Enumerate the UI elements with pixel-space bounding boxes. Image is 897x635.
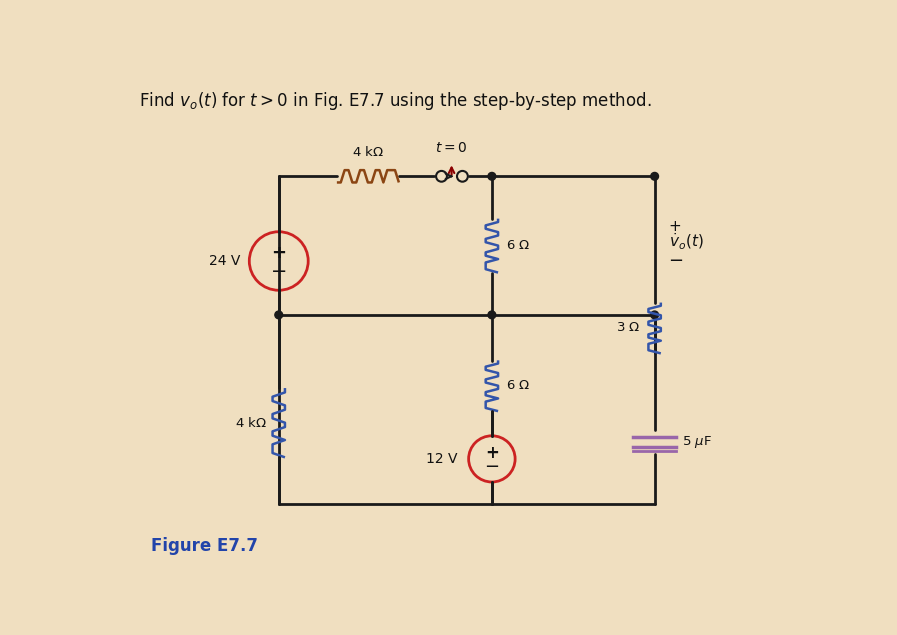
Text: −: − [271, 262, 287, 281]
Text: 3 $\Omega$: 3 $\Omega$ [616, 321, 640, 335]
Text: Find $v_o(t)$ for $t > 0$ in Fig. E7.7 using the step-by-step method.: Find $v_o(t)$ for $t > 0$ in Fig. E7.7 u… [139, 90, 652, 112]
Text: +: + [485, 444, 499, 462]
Text: +: + [668, 219, 682, 234]
Circle shape [488, 173, 496, 180]
Text: 5 $\mu$F: 5 $\mu$F [682, 434, 711, 450]
Text: +: + [271, 244, 286, 262]
Text: 6 $\Omega$: 6 $\Omega$ [506, 239, 530, 252]
Text: $t = 0$: $t = 0$ [435, 141, 467, 155]
Text: −: − [668, 252, 684, 270]
Circle shape [650, 173, 658, 180]
Text: 4 k$\Omega$: 4 k$\Omega$ [352, 145, 384, 159]
Circle shape [274, 311, 283, 319]
Text: 4 k$\Omega$: 4 k$\Omega$ [235, 416, 267, 430]
Circle shape [488, 311, 496, 319]
Text: Figure E7.7: Figure E7.7 [151, 537, 257, 555]
Text: 12 V: 12 V [425, 452, 457, 466]
Text: $\dot{v}_o(t)$: $\dot{v}_o(t)$ [668, 232, 703, 252]
Text: 24 V: 24 V [209, 254, 240, 268]
Text: −: − [484, 458, 500, 476]
Circle shape [650, 311, 658, 319]
Text: 6 $\Omega$: 6 $\Omega$ [506, 379, 530, 392]
